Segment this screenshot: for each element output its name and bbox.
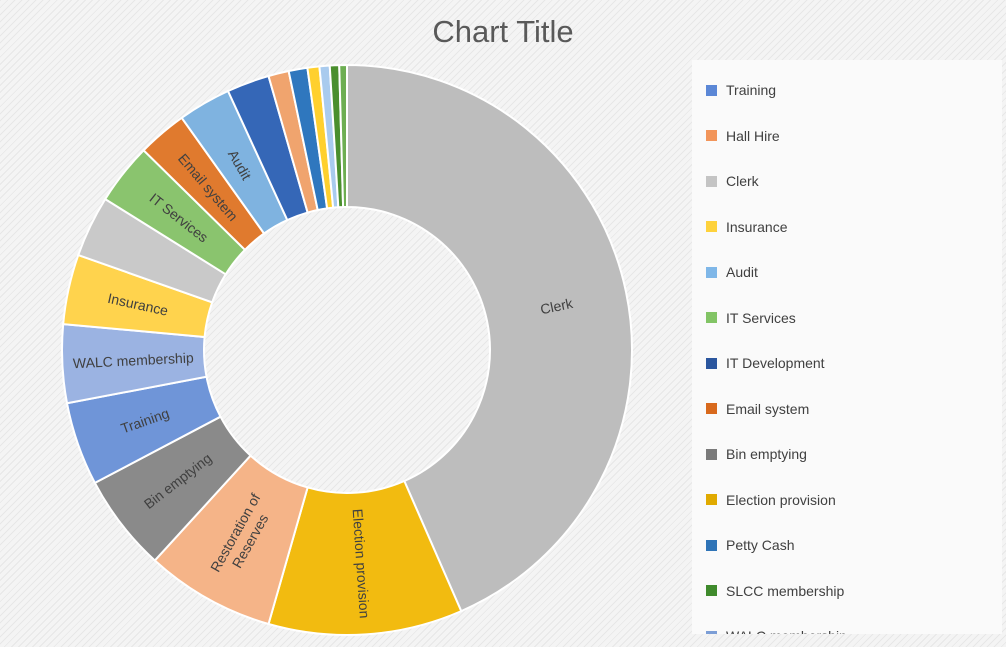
legend-item: Audit	[706, 262, 758, 282]
legend-label: Audit	[726, 264, 758, 280]
legend-item: IT Services	[706, 308, 796, 328]
legend-swatch	[706, 403, 717, 414]
legend-swatch	[706, 448, 717, 460]
legend-swatch	[706, 266, 717, 278]
legend-label: Training	[726, 82, 777, 98]
legend-item: Petty Cash	[706, 535, 794, 555]
legend-label: WALC membership	[726, 628, 847, 634]
donut-slice	[338, 63, 348, 209]
legend-label: Hall Hire	[726, 127, 780, 144]
legend-label: Email system	[726, 400, 810, 417]
chart-title: Chart Title	[432, 14, 574, 49]
legend-item: Email system	[706, 399, 809, 419]
legend-label: IT Services	[726, 309, 796, 326]
legend-swatch	[706, 585, 717, 596]
legend-label: Clerk	[726, 173, 759, 189]
legend-label: Bin emptying	[726, 446, 807, 462]
legend-item: IT Development	[706, 353, 825, 373]
legend-swatch	[706, 84, 717, 96]
legend-item: WALC membership	[706, 626, 847, 634]
legend-swatch	[706, 357, 717, 369]
legend-label: SLCC membership	[726, 582, 845, 599]
legend-swatch	[706, 221, 717, 232]
legend-swatch	[706, 130, 717, 141]
donut-slice	[346, 63, 633, 613]
legend-label: IT Development	[726, 355, 825, 371]
legend-item: SLCC membership	[706, 581, 844, 601]
legend-swatch	[706, 539, 717, 551]
legend-swatch	[706, 312, 717, 323]
legend-item: Clerk	[706, 171, 759, 191]
legend-item: Hall Hire	[706, 126, 780, 146]
donut-slice	[267, 479, 463, 636]
legend-item: Insurance	[706, 217, 787, 237]
legend-label: Insurance	[726, 218, 788, 235]
legend-item: Training	[706, 80, 776, 100]
slice-data-label: Clerk	[539, 295, 575, 318]
legend-swatch	[706, 494, 717, 505]
legend-item: Election provision	[706, 490, 836, 510]
slice-data-label: WALC membership	[73, 349, 195, 371]
legend-swatch	[706, 630, 717, 634]
legend-item: Bin emptying	[706, 444, 807, 464]
legend-label: Election provision	[726, 491, 836, 508]
chart-legend: Training Hall Hire Clerk Insurance Audit IT S…	[692, 60, 1002, 634]
legend-swatch	[706, 175, 717, 187]
legend-label: Petty Cash	[726, 537, 795, 553]
slice-data-label: Election provision	[350, 508, 373, 619]
